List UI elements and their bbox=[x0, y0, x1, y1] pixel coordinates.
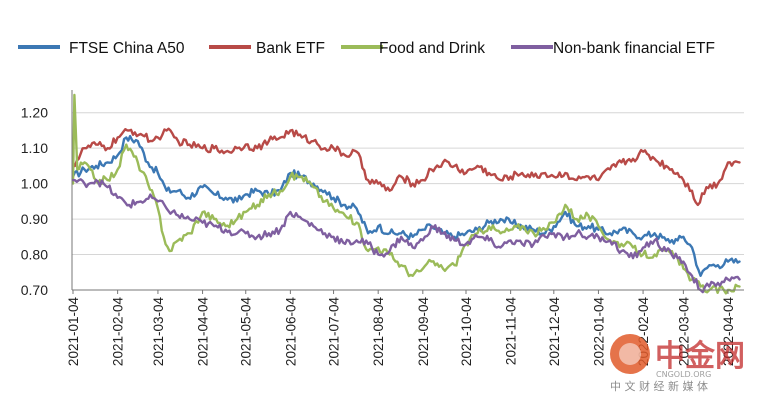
x-tick-label: 2021-12-04 bbox=[547, 297, 562, 367]
x-tick-label: 2021-02-04 bbox=[111, 297, 126, 367]
x-tick-label: 2022-03-04 bbox=[676, 297, 691, 367]
series-line-bank-etf bbox=[71, 127, 741, 207]
y-tick-label: 0.70 bbox=[21, 282, 48, 298]
x-tick-label: 2022-01-04 bbox=[591, 297, 606, 367]
x-tick-label: 2021-07-04 bbox=[327, 297, 342, 367]
y-tick-label: 1.00 bbox=[21, 176, 48, 192]
x-tick-label: 2021-09-04 bbox=[416, 297, 431, 367]
x-tick-label: 2021-08-04 bbox=[371, 297, 386, 367]
legend-label-non-bank-financial-etf: Non-bank financial ETF bbox=[553, 40, 715, 57]
x-tick-label: 2021-01-04 bbox=[66, 297, 81, 367]
y-tick-label: 0.90 bbox=[21, 211, 48, 227]
watermark-name: 中金网 bbox=[655, 339, 745, 374]
chart-legend: FTSE China A50 Bank ETF Food and Drink Non-… bbox=[18, 40, 715, 57]
series-line-food-and-drink bbox=[71, 93, 741, 295]
y-tick-label: 1.20 bbox=[21, 105, 48, 121]
x-tick-label: 2021-04-04 bbox=[196, 297, 211, 367]
legend-label-ftse-china-a50: FTSE China A50 bbox=[69, 40, 185, 57]
x-tick-label: 2022-04-04 bbox=[721, 297, 736, 367]
cngold-logo-inner-icon bbox=[619, 343, 641, 365]
x-tick-label: 2021-11-04 bbox=[504, 297, 519, 366]
y-tick-label: 0.80 bbox=[21, 247, 48, 263]
axes bbox=[71, 90, 744, 291]
x-tick-label: 2021-06-04 bbox=[283, 297, 298, 367]
series-line-ftse-china-a50 bbox=[71, 134, 741, 277]
cngold-watermark: 中金网 CNGOLD.ORG 中 文 财 经 新 媒 体 bbox=[610, 334, 745, 393]
x-tick-label: 2021-10-04 bbox=[459, 297, 474, 367]
x-tick-label: 2021-05-04 bbox=[239, 297, 254, 367]
legend-label-bank-etf: Bank ETF bbox=[256, 40, 325, 57]
y-tick-label: 1.10 bbox=[21, 140, 48, 156]
y-axis-ticks: 0.70 0.80 0.90 1.00 1.10 1.20 bbox=[21, 105, 48, 298]
watermark-tagline: 中 文 财 经 新 媒 体 bbox=[610, 379, 708, 393]
legend-label-food-and-drink: Food and Drink bbox=[379, 40, 485, 57]
series-line-non-bank-financial-etf bbox=[71, 178, 741, 294]
watermark-domain: CNGOLD.ORG bbox=[656, 370, 711, 379]
series-lines bbox=[71, 93, 741, 295]
x-tick-label: 2021-03-04 bbox=[151, 297, 166, 367]
x-axis-ticks: 2021-01-04 2021-02-04 2021-03-04 2021-04-04… bbox=[66, 290, 736, 366]
